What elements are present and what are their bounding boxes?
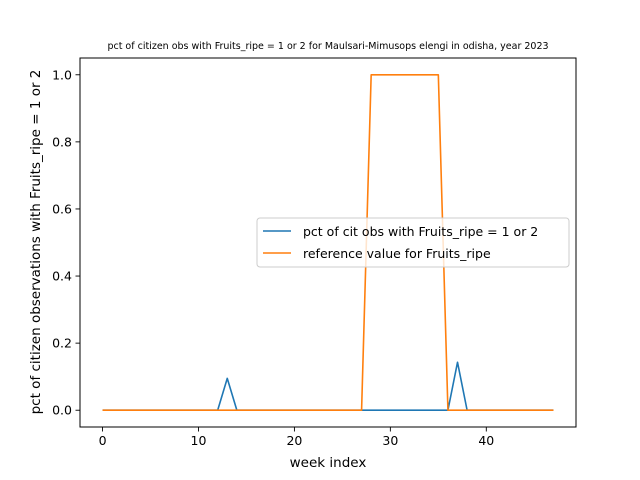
chart-title: pct of citizen obs with Fruits_ripe = 1 …: [107, 41, 548, 52]
x-tick-label: 0: [99, 433, 107, 448]
legend: pct of cit obs with Fruits_ripe = 1 or 2…: [256, 217, 570, 268]
legend-label: pct of cit obs with Fruits_ripe = 1 or 2: [303, 224, 538, 239]
x-axis-label: week index: [290, 455, 367, 471]
series-line-1: [102, 361, 554, 412]
y-tick-label: 1.0: [52, 67, 72, 82]
y-tick-label: 0.2: [52, 336, 72, 351]
y-tick-label: 0.8: [52, 134, 72, 149]
series-layer: [102, 73, 554, 412]
y-tick-label: 0.4: [52, 269, 72, 284]
x-tick-label: 10: [191, 433, 207, 448]
x-tick-label: 40: [478, 433, 494, 448]
x-tick-label: 30: [382, 433, 398, 448]
legend-box: [256, 217, 570, 268]
legend-label: reference value for Fruits_ripe: [303, 246, 491, 261]
x-tick-label: 20: [286, 433, 302, 448]
y-axis-ticks: 0.0 0.2 0.4 0.6 0.8 1.0: [52, 67, 80, 418]
y-tick-label: 0.6: [52, 201, 72, 216]
series-line-2: [102, 73, 554, 412]
y-tick-label: 0.0: [52, 403, 72, 418]
y-axis-label: pct of citizen observations with Fruits_…: [28, 70, 44, 415]
x-axis-ticks: 0 10 20 30 40: [99, 427, 494, 448]
plot-frame: [79, 57, 577, 428]
